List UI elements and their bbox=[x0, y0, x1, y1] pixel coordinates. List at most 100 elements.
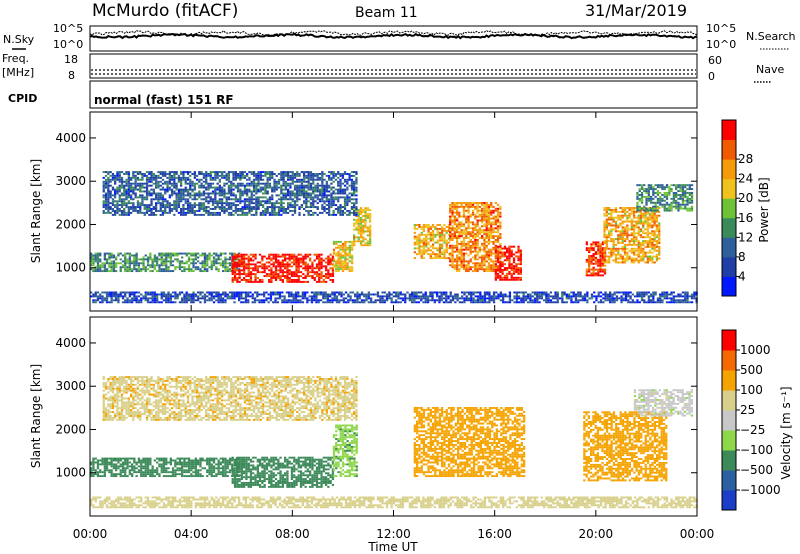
heatmap-cell bbox=[207, 200, 210, 203]
heatmap-cell bbox=[637, 234, 640, 237]
heatmap-cell bbox=[314, 200, 317, 203]
heatmap-cell bbox=[681, 203, 685, 206]
heatmap-cell bbox=[303, 174, 306, 177]
heatmap-cell bbox=[222, 252, 225, 255]
heatmap-cell bbox=[117, 299, 120, 302]
heatmap-cell bbox=[307, 178, 310, 181]
heatmap-cell bbox=[638, 207, 641, 210]
heatmap-cell bbox=[637, 249, 640, 252]
heatmap-cell bbox=[284, 198, 287, 201]
heatmap-cell bbox=[206, 270, 209, 273]
heatmap-cell bbox=[597, 243, 600, 246]
heatmap-cell bbox=[243, 213, 247, 216]
heatmap-cell bbox=[318, 257, 321, 260]
heatmap-cell bbox=[150, 184, 153, 187]
heatmap-cell bbox=[341, 206, 344, 209]
heatmap-cell bbox=[630, 224, 633, 227]
heatmap-cell bbox=[230, 213, 233, 216]
heatmap-cell bbox=[127, 182, 130, 185]
heatmap-cell bbox=[148, 176, 151, 179]
heatmap-cell bbox=[506, 257, 509, 260]
heatmap-cell bbox=[234, 210, 237, 212]
heatmap-cell bbox=[216, 173, 219, 175]
heatmap-cell bbox=[316, 182, 319, 185]
heatmap-cell bbox=[438, 239, 442, 242]
heatmap-cell bbox=[494, 245, 497, 248]
heatmap-cell bbox=[219, 262, 222, 265]
heatmap-cell bbox=[241, 213, 244, 216]
heatmap-cell bbox=[311, 267, 314, 270]
heatmap-cell bbox=[490, 229, 493, 232]
heatmap-cell bbox=[206, 262, 209, 265]
heatmap-cell bbox=[642, 224, 645, 227]
heatmap-cell bbox=[290, 279, 294, 281]
heatmap-cell bbox=[141, 198, 144, 201]
heatmap-cell bbox=[234, 204, 237, 207]
heatmap-cell bbox=[110, 252, 113, 255]
heatmap-cell bbox=[134, 180, 137, 183]
heatmap-cell bbox=[127, 174, 130, 177]
heatmap-cell bbox=[96, 268, 100, 271]
heatmap-cell bbox=[621, 234, 624, 237]
heatmap-cell bbox=[510, 255, 513, 258]
heatmap-cell bbox=[130, 182, 133, 185]
heatmap-cell bbox=[96, 299, 100, 302]
heatmap-cell bbox=[467, 227, 470, 230]
heatmap-cell bbox=[506, 249, 509, 252]
heatmap-cell bbox=[677, 205, 680, 208]
heatmap-cell bbox=[670, 203, 673, 206]
heatmap-cell bbox=[169, 258, 172, 261]
heatmap-cell bbox=[186, 200, 190, 203]
heatmap-cell bbox=[487, 229, 491, 232]
heatmap-cell bbox=[431, 231, 435, 234]
heatmap-cell bbox=[221, 176, 224, 179]
heatmap-cell bbox=[494, 263, 497, 266]
heatmap-cell bbox=[193, 198, 196, 201]
heatmap-cell bbox=[124, 299, 127, 302]
heatmap-cell bbox=[496, 255, 500, 258]
heatmap-cell bbox=[321, 192, 324, 195]
heatmap-cell bbox=[456, 237, 459, 239]
heatmap-cell bbox=[174, 252, 177, 255]
heatmap-cell bbox=[152, 190, 155, 193]
heatmap-cell bbox=[462, 237, 466, 239]
heatmap-cell bbox=[241, 171, 244, 174]
heatmap-cell bbox=[161, 171, 165, 174]
heatmap-cell bbox=[136, 200, 140, 203]
heatmap-cell bbox=[259, 178, 262, 181]
heatmap-cell bbox=[131, 293, 134, 296]
heatmap-cell bbox=[162, 293, 166, 296]
heatmap-cell bbox=[159, 184, 162, 187]
heatmap-cell bbox=[225, 204, 228, 207]
heatmap-cell bbox=[254, 279, 257, 281]
heatmap-cell bbox=[445, 231, 448, 234]
heatmap-cell bbox=[212, 295, 216, 298]
heatmap-cell bbox=[462, 209, 466, 212]
heatmap-cell bbox=[109, 211, 112, 214]
heatmap-cell bbox=[517, 276, 520, 279]
heatmap-cell bbox=[456, 209, 459, 212]
heatmap-cell bbox=[192, 295, 195, 298]
heatmap-cell bbox=[92, 256, 95, 259]
heatmap-cell bbox=[304, 257, 307, 260]
heatmap-cell bbox=[670, 209, 673, 212]
heatmap-cell bbox=[252, 273, 255, 276]
heatmap-cell bbox=[271, 190, 274, 193]
heatmap-cell bbox=[422, 253, 426, 256]
heatmap-cell bbox=[133, 293, 136, 296]
heatmap-cell bbox=[273, 178, 276, 181]
heatmap-cell bbox=[494, 269, 497, 271]
heatmap-cell bbox=[169, 262, 172, 265]
heatmap-cell bbox=[646, 210, 649, 213]
heatmap-cell bbox=[343, 171, 347, 174]
nave-tick-bottom: 0 bbox=[708, 70, 715, 83]
heatmap-cell bbox=[494, 247, 497, 250]
heatmap-cell bbox=[114, 180, 117, 183]
heatmap-cell bbox=[131, 297, 134, 300]
heatmap-cell bbox=[413, 235, 416, 238]
heatmap-cell bbox=[141, 174, 144, 177]
heatmap-cell bbox=[203, 266, 207, 269]
heatmap-cell bbox=[151, 293, 154, 296]
heatmap-cell bbox=[441, 257, 444, 260]
heatmap-cell bbox=[90, 295, 93, 298]
